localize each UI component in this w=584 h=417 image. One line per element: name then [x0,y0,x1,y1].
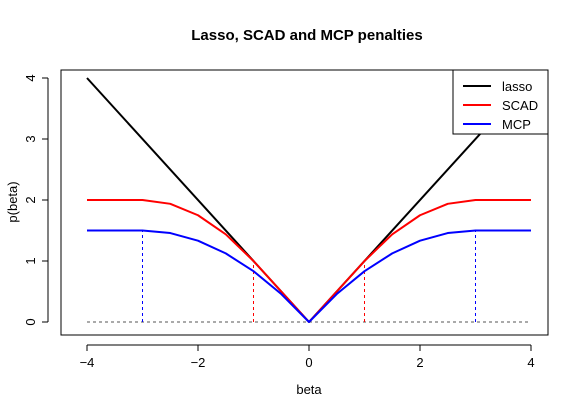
legend-label-lasso: lasso [502,79,532,94]
x-tick-label: 4 [527,355,534,370]
y-axis-title: p(beta) [5,181,20,222]
plot-area-frame [60,69,549,336]
x-tick-label: −4 [80,355,95,370]
legend-label-mcp: MCP [502,117,531,132]
legend: lasso SCAD MCP [452,69,549,135]
y-tick-label: 2 [23,196,38,203]
y-tick-label: 1 [23,257,38,264]
series-line-mcp [87,229,531,323]
x-tick-label: 2 [416,355,423,370]
x-tick-label: −2 [191,355,206,370]
axes: −4 −2 0 2 4 0 1 2 3 4 [23,74,535,370]
y-tick-label: 0 [23,318,38,325]
chart-title: Lasso, SCAD and MCP penalties [191,27,422,44]
series-line-scad [87,199,531,323]
x-tick-label: 0 [305,355,312,370]
series-lines [86,77,532,323]
y-tick-label: 3 [23,135,38,142]
legend-label-scad: SCAD [502,98,538,113]
x-axis-title: beta [296,382,322,397]
y-tick-label: 4 [23,74,38,81]
reference-lines [87,230,531,323]
